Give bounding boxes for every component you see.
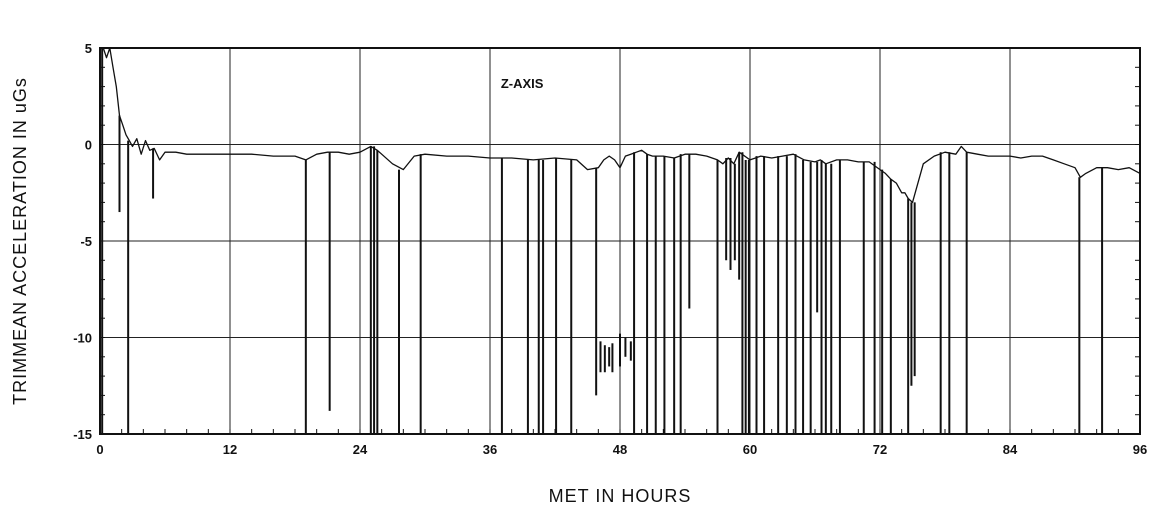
x-tick-label: 96: [1133, 442, 1147, 457]
y-tick-label: -5: [80, 234, 92, 249]
y-tick-label: 0: [85, 138, 92, 153]
spike-layer: [101, 48, 1104, 434]
y-tick-label: -15: [73, 427, 92, 442]
axis-annotation: Z-AXIS: [501, 76, 544, 91]
x-tick-label: 72: [873, 442, 887, 457]
y-tick-label: 5: [85, 41, 92, 56]
series-line: [102, 47, 1141, 204]
x-tick-label: 0: [96, 442, 103, 457]
x-axis-title: MET IN HOURS: [549, 486, 692, 506]
trace-layer: [102, 47, 1141, 204]
x-tick-label: 24: [353, 442, 368, 457]
y-axis-title: TRIMMEAN ACCELERATION IN uGs: [10, 77, 30, 405]
x-tick-label: 60: [743, 442, 757, 457]
y-tick-label: -10: [73, 331, 92, 346]
x-tick-label: 48: [613, 442, 627, 457]
ticks-layer: 0 12 24 36 48 60 72 84 96 5 0 -5 -10 -15: [73, 41, 1147, 457]
x-tick-label: 84: [1003, 442, 1018, 457]
grid-layer: [100, 48, 1140, 434]
x-tick-label: 36: [483, 442, 497, 457]
x-tick-label: 12: [223, 442, 237, 457]
